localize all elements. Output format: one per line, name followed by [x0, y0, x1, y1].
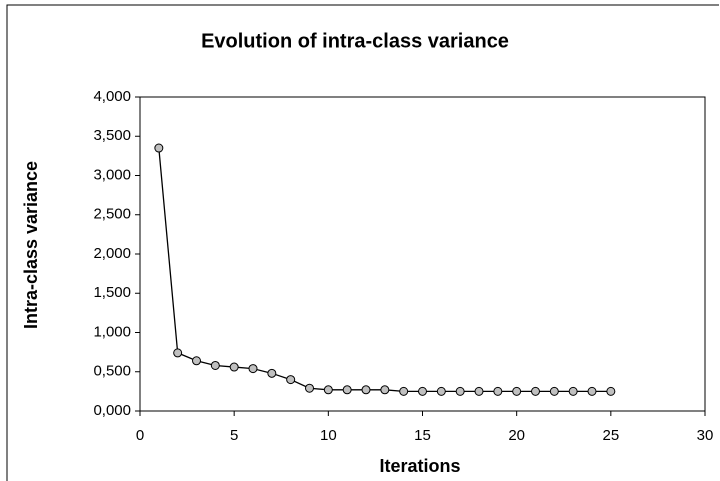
marker	[323, 385, 333, 395]
marker	[493, 386, 503, 396]
marker	[210, 360, 220, 370]
marker	[512, 386, 522, 396]
marker	[418, 386, 427, 396]
marker	[474, 386, 484, 396]
marker	[305, 383, 314, 393]
y-tick-label: 1,500	[93, 284, 131, 301]
marker	[267, 368, 277, 378]
marker	[380, 385, 390, 395]
marker	[549, 386, 559, 396]
marker	[229, 362, 239, 372]
y-tick-label: 2,500	[93, 206, 131, 223]
marker	[286, 375, 296, 385]
y-axis-title: Intra-class variance	[21, 161, 41, 329]
marker	[436, 386, 446, 396]
y-tick-label: 0,500	[93, 363, 131, 380]
plot-area	[139, 96, 706, 412]
chart-title: Evolution of intra-class variance	[201, 30, 509, 52]
y-tick-label: 4,000	[93, 88, 131, 105]
marker	[587, 386, 597, 396]
marker	[568, 386, 578, 396]
x-tick-label: 10	[320, 427, 337, 444]
marker	[173, 348, 183, 358]
marker	[455, 386, 465, 396]
marker	[248, 364, 258, 374]
y-tick-label: 3,000	[93, 166, 131, 183]
x-axis-title: Iterations	[379, 456, 460, 476]
y-tick-label: 3,500	[93, 127, 131, 144]
marker	[399, 386, 409, 396]
marker	[154, 143, 164, 153]
x-tick-label: 15	[414, 427, 431, 444]
y-tick-label: 1,000	[93, 323, 131, 340]
x-tick-label: 25	[602, 427, 619, 444]
marker	[342, 385, 352, 395]
y-tick-label: 2,000	[93, 245, 131, 262]
marker	[192, 356, 201, 366]
x-tick-label: 20	[508, 427, 525, 444]
x-tick-label: 0	[136, 427, 144, 444]
marker	[606, 386, 616, 396]
x-tick-label: 30	[697, 427, 714, 444]
y-tick-label: 0,000	[93, 402, 131, 419]
line	[158, 147, 611, 393]
frame	[6, 4, 719, 481]
marker	[531, 386, 540, 396]
marker	[361, 385, 371, 395]
x-tick-label: 5	[230, 427, 238, 444]
